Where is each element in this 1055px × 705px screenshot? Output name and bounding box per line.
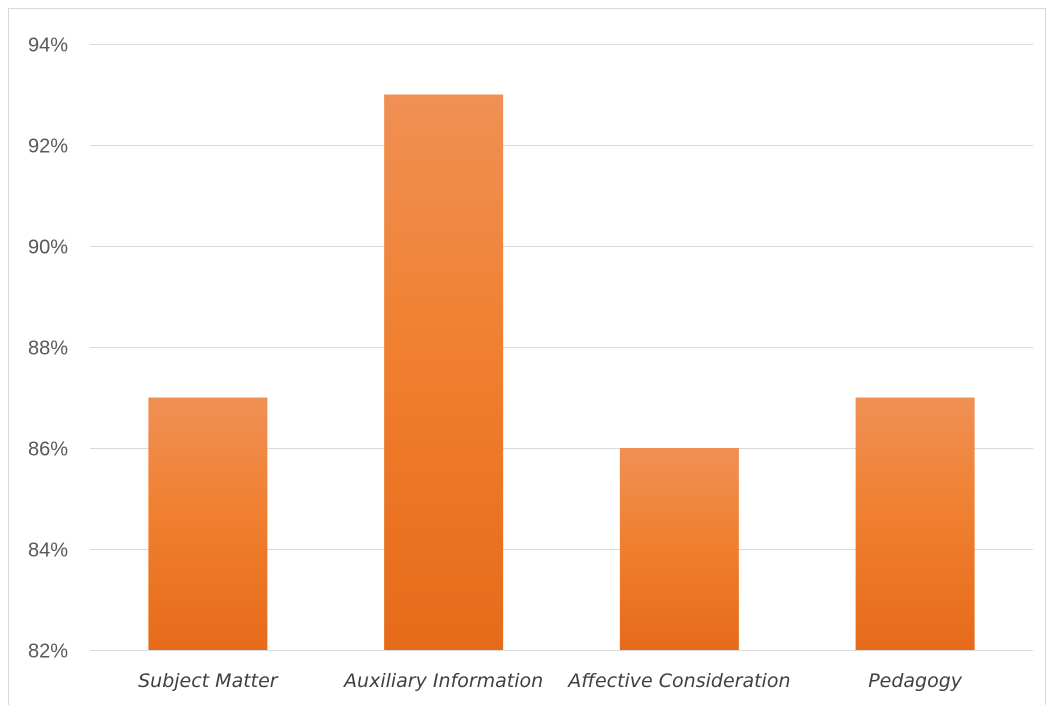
y-tick-label: 88% xyxy=(28,338,68,360)
bars xyxy=(148,94,975,650)
x-category-label: Subject Matter xyxy=(138,670,279,692)
y-tick-label: 86% xyxy=(28,439,68,461)
chart-frame xyxy=(8,8,1046,705)
y-axis-tick-labels: 82% 84% 86% 88% 90% 92% 94% xyxy=(28,35,68,663)
x-category-label: Pedagogy xyxy=(868,670,963,692)
x-category-label: Auxiliary Information xyxy=(342,670,543,692)
bar-pedagogy xyxy=(855,397,975,650)
y-tick-label: 94% xyxy=(28,35,68,57)
x-category-label: Affective Consideration xyxy=(566,670,790,692)
y-tick-label: 92% xyxy=(28,136,68,158)
y-tick-label: 90% xyxy=(28,237,68,259)
bar-auxiliary-information xyxy=(384,94,504,650)
y-tick-label: 82% xyxy=(28,641,68,663)
bar-subject-matter xyxy=(148,397,268,650)
y-tick-label: 84% xyxy=(28,540,68,562)
x-axis-category-labels: Subject Matter Auxiliary Information Affec… xyxy=(138,670,963,692)
bar-affective-consideration xyxy=(619,448,739,650)
